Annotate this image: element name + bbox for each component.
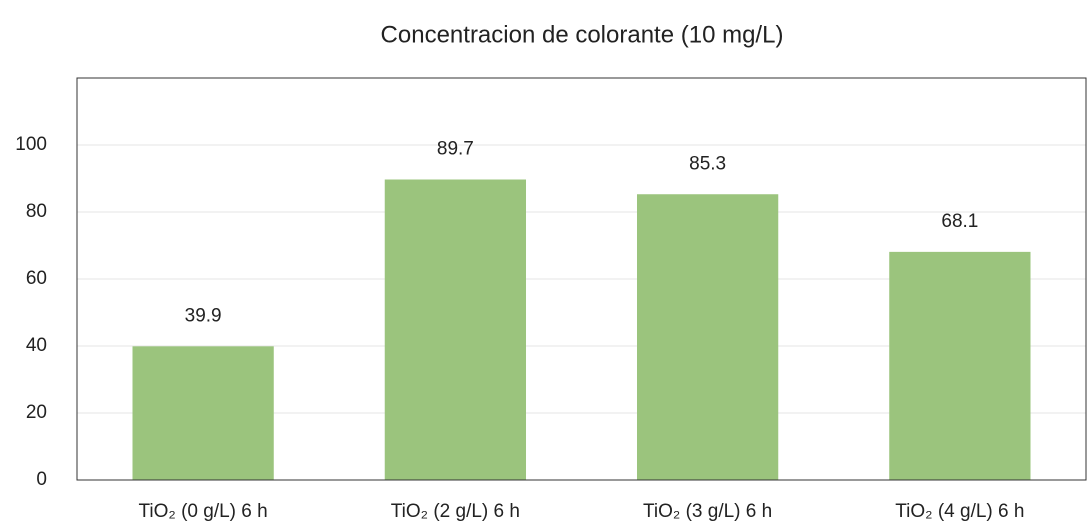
bar — [384, 179, 527, 480]
plot-frame — [76, 77, 1087, 481]
bar — [132, 346, 274, 480]
y-tick-label: 0 — [36, 469, 47, 490]
y-tick-label: 80 — [26, 201, 47, 222]
chart-title: Concentracion de colorante (10 mg/L) — [381, 21, 784, 48]
data-label: 39.9 — [185, 305, 222, 326]
x-tick-label: TiO₂ (4 g/L) 6 h — [895, 501, 1024, 522]
y-tick-label: 60 — [26, 268, 47, 289]
bar — [636, 194, 779, 480]
data-label: 85.3 — [689, 153, 726, 174]
data-label: 89.7 — [437, 139, 474, 160]
x-tick-label: TiO₂ (0 g/L) 6 h — [139, 501, 268, 522]
y-tick-label: 20 — [26, 402, 47, 423]
data-label: 68.1 — [941, 211, 978, 232]
x-tick-label: TiO₂ (2 g/L) 6 h — [391, 501, 520, 522]
x-tick-label: TiO₂ (3 g/L) 6 h — [643, 501, 772, 522]
bar — [889, 251, 1031, 480]
y-tick-label: 40 — [26, 335, 47, 356]
y-tick-label: 100 — [15, 134, 47, 155]
